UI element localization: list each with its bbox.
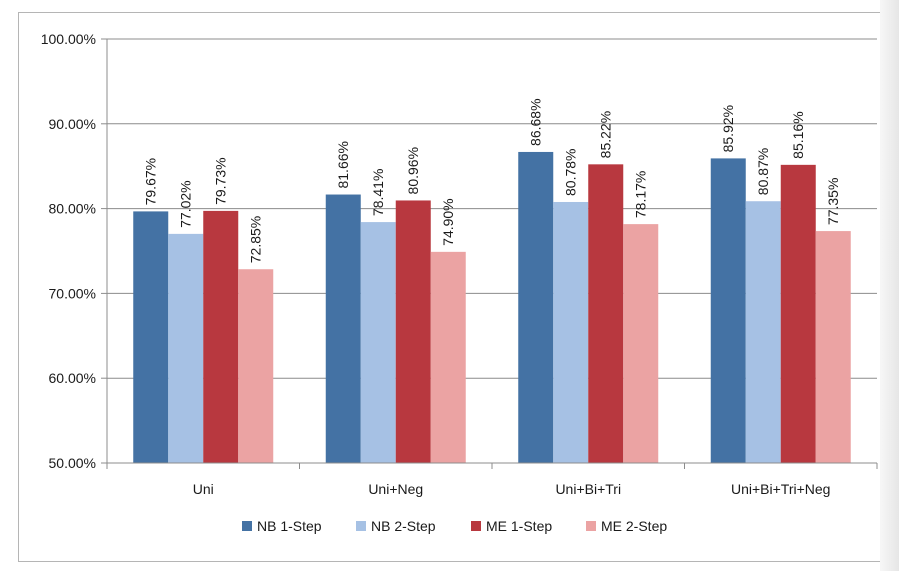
data-label: 78.41% [370,169,386,216]
legend: NB 1-Step NB 2-Step ME 1-Step ME 2-Step [242,518,667,534]
bar [588,164,624,463]
data-label: 78.17% [633,171,649,218]
y-tick-label: 100.00% [41,31,96,47]
data-label: 72.85% [248,216,264,263]
data-label: 77.35% [825,178,841,225]
legend-label: NB 2-Step [371,518,436,534]
bar [360,222,396,463]
bar [325,194,361,463]
bar [745,201,781,463]
y-tick-label: 80.00% [49,201,96,217]
bar [815,231,851,463]
data-labels: 79.67% 77.02% 79.73% 72.85% 81.66% 78.41% 80.9… [143,98,842,263]
data-label: 79.73% [213,157,229,204]
legend-label: ME 1-Step [486,518,552,534]
bar [518,151,554,463]
legend-swatch [471,521,481,531]
bar [168,233,204,463]
x-tick-label: Uni+Bi+Tri+Neg [731,481,830,497]
bar [395,200,431,463]
data-label: 74.90% [440,198,456,245]
y-tick-label: 50.00% [49,455,96,471]
y-tick-label: 90.00% [49,116,96,132]
data-label: 86.68% [528,98,544,145]
bar [780,164,816,463]
y-axis: 50.00% 60.00% 70.00% 80.00% 90.00% 100.00% [41,31,108,471]
y-tick-label: 70.00% [49,285,96,301]
bar [710,158,746,463]
bar [203,210,239,463]
legend-swatch [242,521,252,531]
data-label: 81.66% [335,141,351,188]
x-tick-label: Uni+Bi+Tri [555,481,621,497]
x-axis: Uni Uni+Neg Uni+Bi+Tri Uni+Bi+Tri+Neg [106,462,878,497]
legend-label: ME 2-Step [601,518,667,534]
bar [430,251,466,463]
bar [553,201,589,463]
data-label: 85.16% [790,111,806,158]
data-label: 80.78% [563,149,579,196]
legend-label: NB 1-Step [257,518,322,534]
legend-swatch [356,521,366,531]
x-tick-label: Uni [193,481,214,497]
bar [238,269,274,463]
data-label: 85.92% [720,105,736,152]
data-label: 77.02% [178,180,194,227]
bar [133,211,169,463]
legend-swatch [586,521,596,531]
bar [623,224,659,463]
data-label: 80.96% [405,147,421,194]
data-label: 79.67% [143,158,159,205]
data-label: 85.22% [598,111,614,158]
data-label: 80.87% [755,148,771,195]
x-tick-label: Uni+Neg [368,481,423,497]
y-tick-label: 60.00% [49,370,96,386]
window-edge [880,0,899,571]
bars [133,151,851,463]
